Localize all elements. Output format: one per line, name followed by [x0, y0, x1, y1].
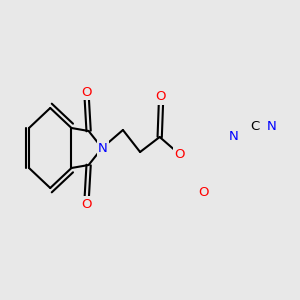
Text: N: N — [98, 142, 108, 154]
Text: O: O — [199, 185, 209, 199]
Text: O: O — [82, 85, 92, 98]
Text: C: C — [250, 119, 259, 133]
Text: N: N — [228, 130, 238, 143]
Text: O: O — [156, 91, 166, 103]
Text: O: O — [82, 197, 92, 211]
Text: O: O — [174, 148, 184, 160]
Text: N: N — [267, 119, 277, 133]
